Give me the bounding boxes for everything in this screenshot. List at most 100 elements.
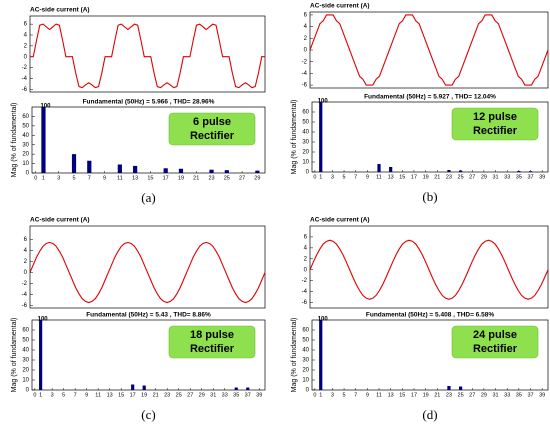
- caption: (a): [141, 190, 155, 205]
- bar: [528, 171, 533, 172]
- x-tick-label: 7: [74, 392, 77, 398]
- x-tick-label: 19: [141, 392, 147, 398]
- y-tick-label: 60: [302, 110, 309, 116]
- y-tick-label: 6: [24, 22, 28, 28]
- bar: [377, 164, 381, 172]
- waveform: [309, 239, 549, 300]
- x-tick-label: 1: [319, 392, 322, 398]
- x-tick-label: 13: [388, 174, 394, 180]
- waveform: [309, 14, 549, 86]
- y-tick-label: 30: [302, 358, 309, 364]
- x-tick-label: 19: [178, 175, 184, 181]
- badge-text: Rectifier: [190, 130, 235, 142]
- y-tick-label: -6: [22, 303, 28, 309]
- x-tick-label: 21: [193, 175, 199, 181]
- x-tick-label: 5: [343, 392, 346, 398]
- x-tick-label: 33: [222, 392, 228, 398]
- x-tick-label: 17: [130, 392, 136, 398]
- badge-text: Rectifier: [473, 343, 518, 355]
- y-tick-label: -2: [22, 281, 28, 287]
- y-tick-label: 10: [22, 161, 29, 167]
- x-tick-label: 23: [446, 174, 452, 180]
- y-tick-label: 2: [24, 259, 28, 265]
- x-tick-label: 13: [132, 175, 138, 181]
- y-tick-label: -2: [302, 59, 308, 65]
- x-tick-label: 15: [147, 175, 153, 181]
- chart-title: Fundamental (50Hz) = 5.927 , THD= 12.04%: [364, 94, 496, 101]
- x-tick-label: 33: [504, 174, 510, 180]
- x-tick-label: 35: [233, 392, 239, 398]
- y-tick-label: 2: [24, 43, 28, 49]
- y-tick-label: -6: [22, 87, 28, 93]
- y-tick-label: 30: [302, 140, 309, 146]
- bar: [178, 168, 184, 173]
- y-tick-label: -6: [302, 300, 308, 306]
- plot-frame: [309, 225, 549, 309]
- y-tick-label: -4: [22, 76, 28, 82]
- bar: [209, 169, 214, 173]
- x-tick-label: 1: [39, 392, 42, 398]
- data-label: 100: [38, 317, 49, 323]
- y-tick-label: 50: [22, 123, 29, 129]
- y-tick-label: 40: [302, 130, 309, 136]
- x-tick-label: 25: [224, 175, 230, 181]
- x-tick-label: 15: [118, 392, 124, 398]
- bar: [163, 168, 168, 173]
- y-tick-label: 0: [26, 388, 30, 394]
- x-tick-label: 21: [434, 392, 440, 398]
- x-tick-label: 11: [95, 392, 101, 398]
- y-tick-label: 2: [304, 256, 308, 262]
- badge-text: 12 pulse: [473, 111, 517, 123]
- y-tick-label: 4: [304, 245, 308, 251]
- y-tick-label: 2: [304, 36, 308, 42]
- y-tick-label: 20: [22, 368, 29, 374]
- chart-title: Fundamental (50Hz) = 5.966 , THD= 28.96%: [83, 99, 215, 106]
- y-tick-label: 4: [304, 24, 308, 30]
- badge-box: [168, 112, 256, 146]
- x-tick-label: 27: [469, 174, 475, 180]
- bar: [319, 320, 323, 390]
- x-tick-label: 0: [33, 392, 36, 398]
- x-tick-label: 7: [354, 392, 357, 398]
- y-tick-label: 0: [306, 388, 310, 394]
- x-tick-label: 3: [331, 392, 334, 398]
- bar: [447, 386, 451, 390]
- caption: (c): [141, 407, 155, 422]
- bar: [87, 160, 92, 173]
- y-tick-label: -6: [302, 83, 308, 89]
- x-tick-label: 27: [469, 392, 475, 398]
- x-tick-label: 0: [313, 174, 316, 180]
- bar: [458, 170, 463, 172]
- x-tick-label: 0: [34, 175, 37, 181]
- x-tick-label: 21: [434, 174, 440, 180]
- bar: [41, 107, 46, 173]
- x-tick-label: 29: [199, 392, 205, 398]
- badge-text: Rectifier: [473, 125, 518, 137]
- chart-title: AC-side current (A): [30, 217, 90, 224]
- y-tick-label: -4: [302, 289, 308, 295]
- bar: [71, 154, 77, 173]
- y-tick-label: -4: [22, 292, 28, 298]
- y-tick-label: 4: [24, 248, 28, 254]
- y-tick-label: 30: [22, 142, 29, 148]
- y-tick-label: 30: [22, 358, 29, 364]
- chart-title: Fundamental (50Hz) = 5.408 , THD= 6.58%: [366, 312, 494, 319]
- bar: [255, 170, 260, 173]
- y-tick-label: 60: [302, 328, 309, 334]
- y-tick-label: 0: [24, 270, 28, 276]
- data-label: 100: [318, 317, 329, 323]
- x-tick-label: 11: [117, 175, 123, 181]
- x-tick-label: 29: [254, 175, 260, 181]
- x-tick-label: 3: [51, 392, 54, 398]
- y-tick-label: 6: [24, 237, 28, 243]
- x-tick-label: 13: [388, 392, 394, 398]
- x-tick-label: 1: [319, 174, 322, 180]
- x-tick-label: 7: [354, 174, 357, 180]
- y-tick-label: 20: [302, 368, 309, 374]
- plot-frame: [29, 225, 266, 309]
- x-tick-label: 29: [481, 174, 487, 180]
- bar: [234, 387, 238, 390]
- chart-title: Fundamental (50Hz) = 5.43 , THD= 8.86%: [86, 312, 211, 319]
- badge-box: [451, 325, 539, 359]
